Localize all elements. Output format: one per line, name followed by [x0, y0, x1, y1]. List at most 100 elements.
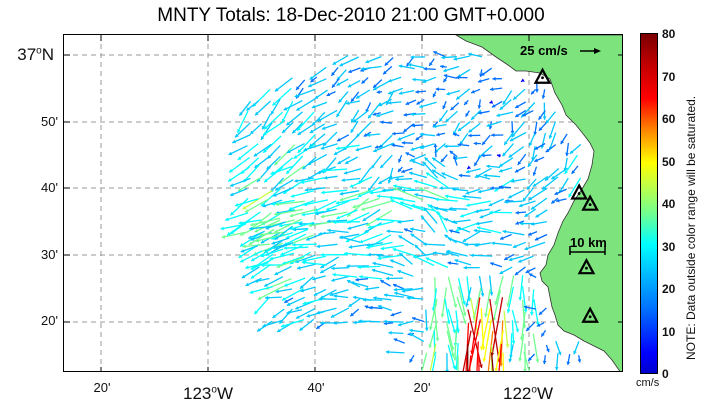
lat-label-20: 20' [41, 313, 58, 328]
current-vector-head [288, 206, 293, 211]
current-vector-head [480, 346, 484, 351]
current-vector-head [397, 322, 402, 327]
current-vector-head [453, 132, 457, 137]
current-vector [551, 167, 568, 180]
current-vector-head [237, 156, 242, 160]
current-vector-head [321, 126, 326, 130]
current-vector-head [468, 128, 473, 133]
current-vector-head [494, 367, 499, 371]
current-vector-head [397, 168, 402, 172]
current-vector-head [352, 204, 357, 209]
current-vector-head [282, 297, 286, 301]
radar-stations [533, 67, 599, 323]
current-vector [492, 289, 502, 322]
current-vector-head [401, 169, 405, 174]
current-vector-head [465, 112, 469, 117]
current-vector-head [551, 175, 556, 180]
current-vector [289, 221, 315, 230]
current-vector-head [468, 52, 472, 57]
current-vector [414, 193, 437, 200]
current-vector-head [449, 150, 454, 155]
current-vector [358, 320, 381, 323]
colorbar-tick-70: 70 [662, 69, 676, 84]
current-vector [321, 168, 348, 172]
current-vector-head [440, 314, 445, 318]
current-vector [511, 309, 519, 333]
current-vector [256, 165, 272, 183]
current-vector-head [514, 271, 519, 276]
current-vector-head [248, 235, 253, 239]
current-vector-head [383, 70, 387, 75]
current-vector-head [339, 197, 344, 202]
current-vector-head [478, 110, 482, 115]
current-vector-head [333, 294, 337, 298]
current-vector [530, 289, 535, 316]
current-vector-head [280, 323, 285, 328]
current-vector-head [274, 161, 279, 166]
current-vector-head [480, 293, 485, 297]
current-vector-head [422, 161, 427, 166]
current-vector-head [271, 202, 276, 206]
current-vector-head [380, 120, 384, 125]
current-vector-head [360, 68, 365, 72]
current-vector-head [358, 319, 362, 324]
current-vector [470, 298, 479, 336]
current-vector-head [474, 243, 479, 248]
current-vector-head [455, 228, 459, 233]
current-vector-head [525, 269, 530, 274]
current-vector-head [286, 310, 290, 315]
current-vector-head [534, 146, 539, 150]
current-vector [253, 143, 272, 157]
current-vector [274, 77, 293, 92]
colorbar-tick-40: 40 [662, 197, 676, 211]
current-vector [455, 343, 459, 371]
current-vector-head [350, 280, 355, 285]
current-vector-head [445, 369, 450, 371]
current-vector-head [415, 89, 419, 94]
current-vector-head [468, 133, 472, 138]
current-vector-head [393, 338, 398, 342]
current-vector-head [393, 287, 397, 292]
current-vector-head [348, 303, 353, 307]
current-vector [335, 100, 348, 118]
current-vector-head [253, 152, 258, 157]
current-vector-head [473, 228, 478, 233]
current-vector-head [554, 366, 559, 371]
current-vector [441, 287, 448, 318]
current-vector-head [502, 152, 507, 157]
current-vector [478, 275, 484, 297]
current-vector-head [317, 170, 321, 175]
current-vector-head [363, 133, 368, 137]
current-vector-head [446, 91, 451, 96]
current-vector-head [457, 142, 462, 147]
current-vector [479, 209, 501, 219]
current-vector-head [306, 237, 310, 241]
current-vector-head [456, 96, 460, 100]
current-vector-head [347, 226, 352, 230]
current-vector [286, 143, 305, 154]
current-vector-head [309, 76, 314, 80]
current-vector [352, 197, 380, 209]
current-vector-head [330, 314, 335, 318]
current-vector-head [357, 193, 362, 198]
current-vector [564, 154, 578, 175]
current-vector-head [423, 66, 427, 71]
current-vector [228, 156, 250, 173]
current-vector-head [413, 255, 418, 259]
current-vector-head [401, 289, 406, 293]
current-vector-map: 25 cm/s 10 km [64, 35, 622, 371]
current-vector-head [262, 323, 267, 328]
current-vector-head [409, 328, 413, 333]
current-vector-head [532, 183, 537, 187]
current-vector [336, 144, 360, 150]
current-vector-head [490, 262, 494, 266]
current-vector [339, 190, 360, 195]
current-vector-head [388, 78, 392, 83]
current-vector-head [465, 303, 469, 307]
current-vector-head [283, 106, 288, 111]
current-vector-head [375, 217, 380, 222]
current-vector-head [297, 131, 302, 135]
current-vector [260, 248, 284, 258]
current-vector-head [296, 107, 301, 111]
map-panel[interactable]: 25 cm/s 10 km [63, 34, 623, 372]
